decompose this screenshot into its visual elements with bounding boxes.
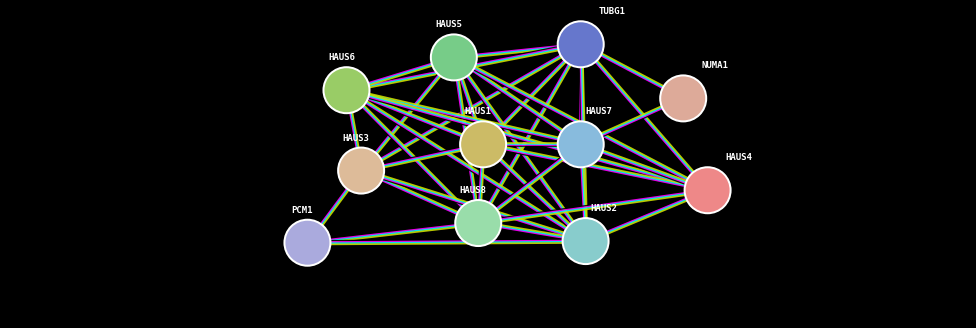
- Text: HAUS5: HAUS5: [435, 20, 463, 30]
- Circle shape: [685, 168, 730, 212]
- Circle shape: [693, 176, 722, 205]
- Circle shape: [461, 122, 506, 166]
- Circle shape: [293, 228, 322, 257]
- Text: HAUS6: HAUS6: [328, 53, 355, 62]
- Circle shape: [558, 122, 603, 166]
- Text: HAUS7: HAUS7: [586, 107, 613, 116]
- Circle shape: [431, 35, 476, 79]
- Circle shape: [556, 120, 605, 168]
- Circle shape: [566, 130, 595, 159]
- Circle shape: [322, 66, 371, 114]
- Circle shape: [571, 227, 600, 256]
- Circle shape: [439, 43, 468, 72]
- Circle shape: [558, 22, 603, 66]
- Text: HAUS4: HAUS4: [725, 153, 752, 162]
- Text: HAUS8: HAUS8: [460, 186, 487, 195]
- Circle shape: [456, 201, 501, 245]
- Circle shape: [563, 219, 608, 263]
- Circle shape: [661, 76, 706, 120]
- Text: NUMA1: NUMA1: [701, 61, 728, 71]
- Text: HAUS2: HAUS2: [590, 204, 618, 213]
- Circle shape: [659, 74, 708, 122]
- Circle shape: [332, 76, 361, 105]
- Text: PCM1: PCM1: [292, 206, 313, 215]
- Circle shape: [285, 221, 330, 265]
- Circle shape: [683, 166, 732, 214]
- Circle shape: [556, 20, 605, 68]
- Circle shape: [459, 120, 508, 168]
- Circle shape: [561, 217, 610, 265]
- Text: HAUS1: HAUS1: [465, 107, 492, 116]
- Circle shape: [669, 84, 698, 113]
- Text: TUBG1: TUBG1: [598, 7, 626, 16]
- Circle shape: [464, 209, 493, 237]
- Circle shape: [346, 156, 376, 185]
- Circle shape: [339, 149, 384, 193]
- Circle shape: [454, 199, 503, 247]
- Text: HAUS3: HAUS3: [343, 133, 370, 143]
- Circle shape: [429, 33, 478, 81]
- Circle shape: [324, 68, 369, 112]
- Circle shape: [566, 30, 595, 59]
- Circle shape: [283, 219, 332, 267]
- Circle shape: [468, 130, 498, 159]
- Circle shape: [337, 147, 386, 195]
